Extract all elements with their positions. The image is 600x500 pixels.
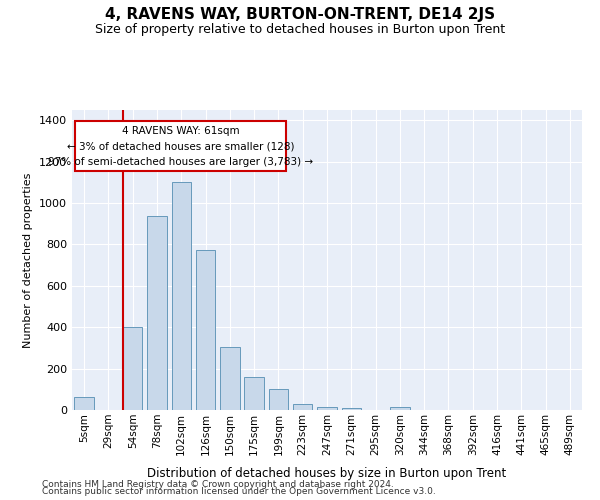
Bar [74, 396, 94, 410]
Bar [269, 390, 288, 410]
Bar [341, 408, 361, 410]
Text: Distribution of detached houses by size in Burton upon Trent: Distribution of detached houses by size … [148, 467, 506, 480]
Bar [123, 327, 142, 410]
Bar [317, 407, 337, 410]
Text: Contains public sector information licensed under the Open Government Licence v3: Contains public sector information licen… [42, 487, 436, 496]
Text: 4 RAVENS WAY: 61sqm
← 3% of detached houses are smaller (128)
97% of semi-detach: 4 RAVENS WAY: 61sqm ← 3% of detached hou… [48, 126, 313, 167]
Bar [147, 216, 167, 410]
Text: 4, RAVENS WAY, BURTON-ON-TRENT, DE14 2JS: 4, RAVENS WAY, BURTON-ON-TRENT, DE14 2JS [105, 8, 495, 22]
Bar [196, 250, 215, 410]
Bar [172, 182, 191, 410]
Text: Size of property relative to detached houses in Burton upon Trent: Size of property relative to detached ho… [95, 22, 505, 36]
Text: Contains HM Land Registry data © Crown copyright and database right 2024.: Contains HM Land Registry data © Crown c… [42, 480, 394, 489]
Bar [390, 407, 410, 410]
Bar [244, 377, 264, 410]
Bar [293, 404, 313, 410]
Bar [220, 347, 239, 410]
FancyBboxPatch shape [75, 122, 286, 171]
Y-axis label: Number of detached properties: Number of detached properties [23, 172, 34, 348]
